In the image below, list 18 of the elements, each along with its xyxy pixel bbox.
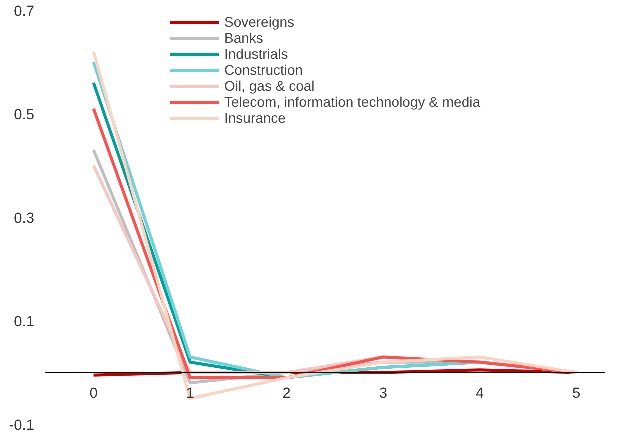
x-tick-label: 4	[476, 386, 484, 402]
legend-label: Industrials	[224, 46, 288, 62]
legend-label: Insurance	[224, 110, 286, 126]
y-tick-label: 0.7	[14, 4, 34, 20]
x-tick-label: 3	[379, 386, 388, 402]
legend-label: Construction	[224, 62, 304, 78]
x-tick-label: 0	[90, 386, 98, 402]
x-tick-label: 1	[186, 386, 194, 402]
y-tick-label: 0.3	[14, 211, 34, 227]
legend-label: Telecom, information technology & media	[224, 94, 481, 110]
y-tick-label: 0.1	[14, 314, 34, 330]
x-tick-label: 2	[282, 386, 291, 402]
y-tick-label: -0.1	[9, 418, 35, 434]
y-tick-label: 0.5	[14, 108, 34, 124]
legend-label: Oil, gas & coal	[224, 78, 315, 94]
legend-label: Banks	[224, 30, 264, 46]
legend-label: Sovereigns	[224, 14, 295, 30]
x-tick-label: 5	[572, 386, 581, 402]
